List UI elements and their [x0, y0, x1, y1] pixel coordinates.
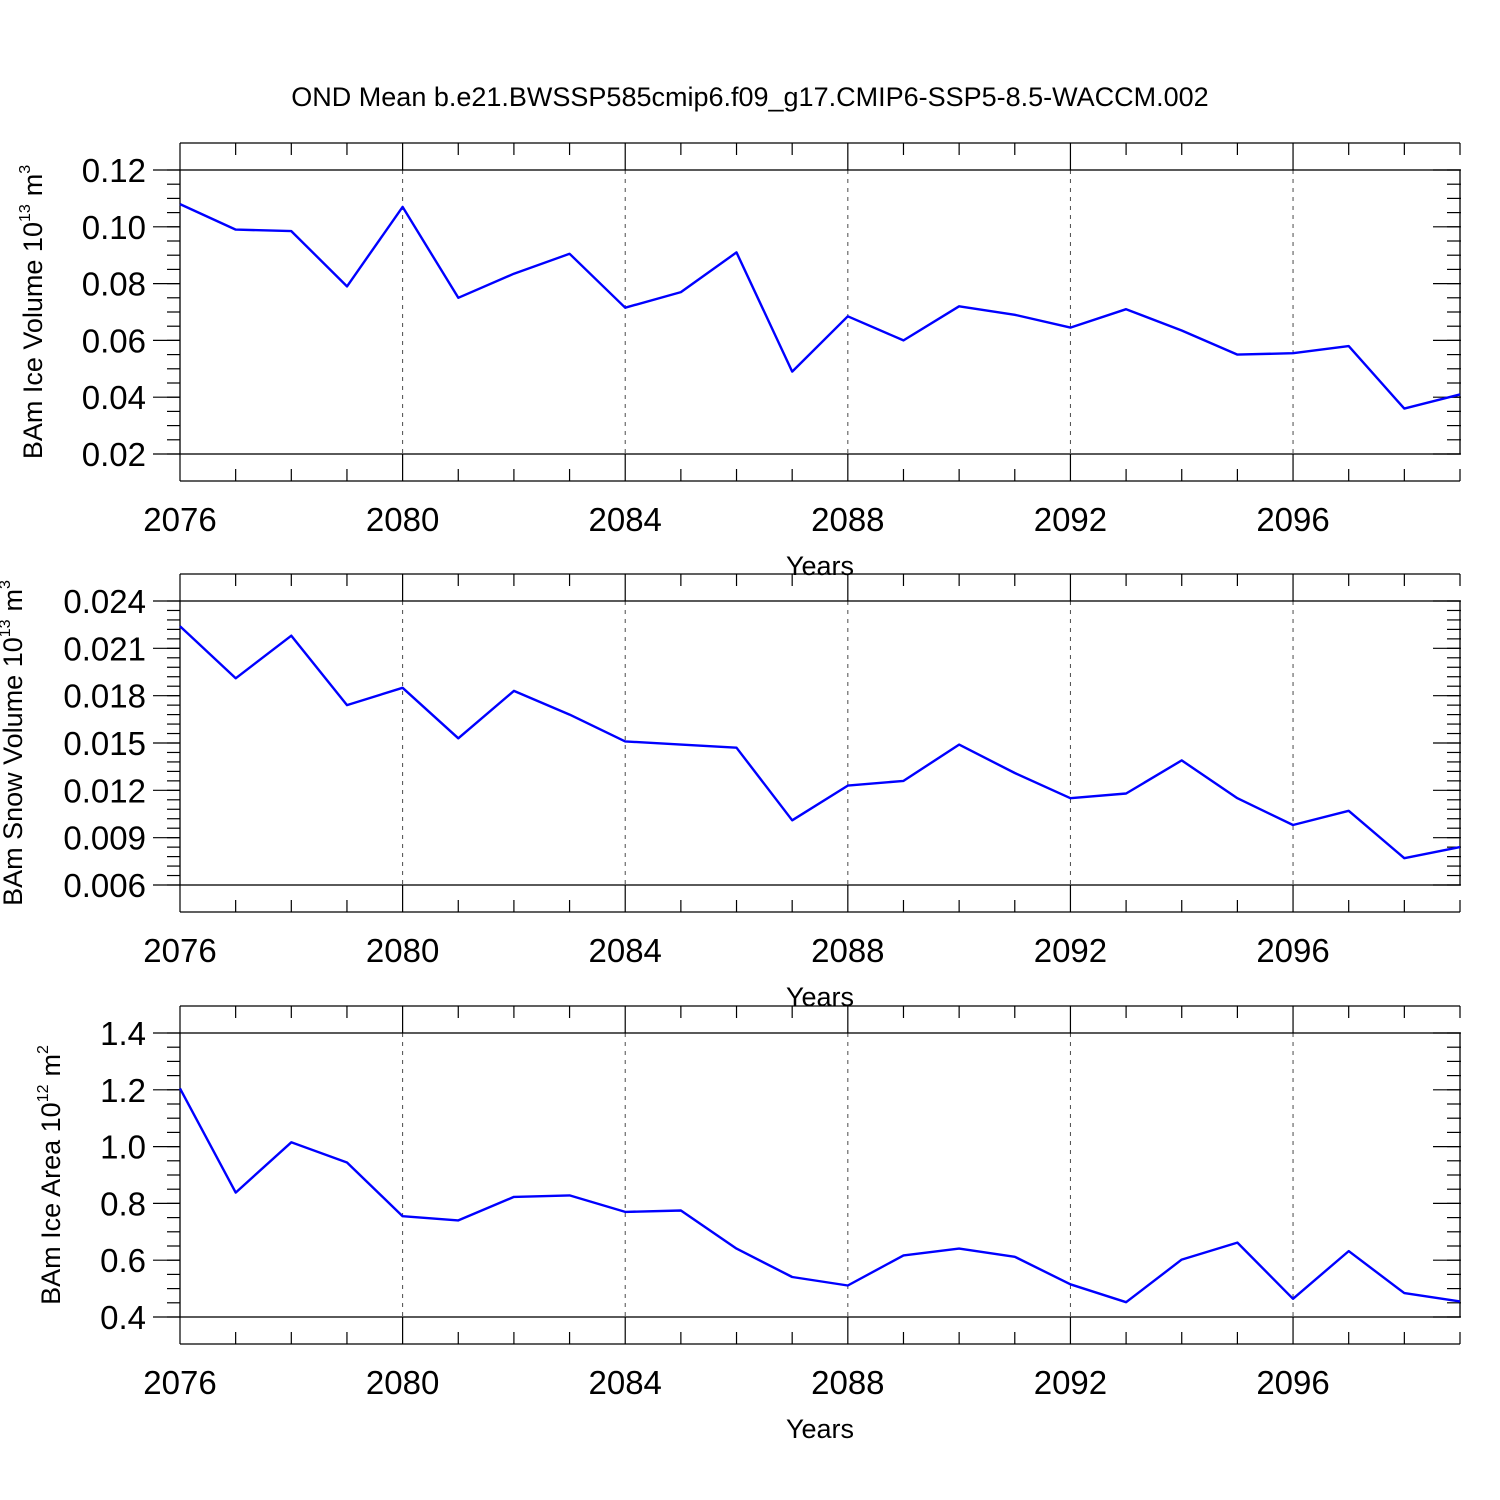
- y-axis-label-exponent: 12: [35, 1084, 52, 1102]
- x-tick-label: 2076: [143, 1364, 216, 1401]
- y-tick-label: 0.018: [63, 678, 146, 715]
- series-line: [179, 625, 1461, 860]
- y-tick-label: 0.08: [82, 266, 146, 303]
- y-tick-label: 1.4: [100, 1015, 146, 1052]
- y-tick-label: 0.04: [82, 379, 146, 416]
- y-tick-label: 0.10: [82, 209, 146, 246]
- y-tick-label: 0.02: [82, 436, 146, 473]
- x-tick-label: 2084: [589, 932, 662, 969]
- y-tick-label: 0.006: [63, 867, 146, 904]
- y-axis-label-unit-exponent: 2: [35, 1045, 52, 1054]
- x-tick-label: 2084: [589, 501, 662, 538]
- y-tick-label: 1.0: [100, 1129, 146, 1166]
- panel-1: 2076 2080 2084 2088 2092 2096 0.02 0.04 0.06 0.08…: [17, 142, 1461, 581]
- y-tick-label: 0.024: [63, 583, 146, 620]
- y-axis-label-base: BAm Snow Volume 10: [0, 637, 28, 906]
- x-tick-label: 2092: [1034, 932, 1107, 969]
- series-line: [179, 203, 1461, 410]
- chart-title: OND Mean b.e21.BWSSP585cmip6.f09_g17.CMI…: [291, 82, 1208, 112]
- x-tick-label: 2088: [811, 1364, 884, 1401]
- y-axis-label-unit-exponent: 3: [17, 165, 34, 174]
- y-axis-label: BAm Ice Volume 1013 m3: [17, 165, 48, 459]
- y-axis-label: BAm Ice Area 1012 m2: [35, 1045, 66, 1305]
- x-tick-label: 2092: [1034, 501, 1107, 538]
- x-tick-label: 2084: [589, 1364, 662, 1401]
- plot-frame: [179, 169, 1461, 455]
- x-axis-label: Years: [786, 1414, 854, 1444]
- y-axis-label-unit: m: [18, 174, 48, 197]
- x-tick-label: 2088: [811, 501, 884, 538]
- y-axis-label-unit: m: [0, 589, 28, 612]
- x-tick-label: 2096: [1256, 1364, 1329, 1401]
- y-axis-label-base: BAm Ice Area 10: [36, 1102, 66, 1305]
- panel-3: 2076 2080 2084 2088 2092 2096 0.4 0.6 0.8 1.0 1.2 1…: [35, 1005, 1461, 1444]
- y-tick-label: 0.8: [100, 1185, 146, 1222]
- x-tick-label: 2080: [366, 932, 439, 969]
- x-tick-label: 2088: [811, 932, 884, 969]
- y-axis-label-text: BAm Snow Volume 1013 m3: [0, 580, 28, 906]
- y-tick-label: 0.6: [100, 1242, 146, 1279]
- y-tick-label: 0.012: [63, 772, 146, 809]
- series-line: [178, 1087, 1461, 1304]
- y-tick-label: 0.021: [63, 630, 146, 667]
- x-tick-label: 2096: [1256, 932, 1329, 969]
- y-tick-label: 0.4: [100, 1299, 146, 1336]
- x-tick-label: 2096: [1256, 501, 1329, 538]
- y-axis-label-base: BAm Ice Volume 10: [18, 222, 48, 459]
- x-axis-label: Years: [786, 982, 854, 1012]
- panels: 2076 2080 2084 2088 2092 2096 0.02 0.04 0.06 0.08…: [0, 142, 1461, 1444]
- y-tick-label: 1.2: [100, 1072, 146, 1109]
- y-axis-label-exponent: 13: [17, 204, 34, 222]
- y-axis-label: BAm Snow Volume 1013 m3: [0, 580, 28, 906]
- x-axis-label: Years: [786, 551, 854, 581]
- x-tick-label: 2076: [143, 932, 216, 969]
- y-axis-label-unit-exponent: 3: [0, 580, 14, 589]
- y-axis-label-text: BAm Ice Area 1012 m2: [35, 1045, 66, 1305]
- x-tick-label: 2092: [1034, 1364, 1107, 1401]
- x-tick-label: 2080: [366, 501, 439, 538]
- y-tick-label: 0.12: [82, 152, 146, 189]
- y-axis-label-text: BAm Ice Volume 1013 m3: [17, 165, 48, 459]
- y-tick-label: 0.06: [82, 322, 146, 359]
- y-tick-label: 0.009: [63, 820, 146, 857]
- y-axis-label-unit: m: [36, 1054, 66, 1077]
- x-tick-label: 2080: [366, 1364, 439, 1401]
- y-tick-label: 0.015: [63, 725, 146, 762]
- panel-2: 2076 2080 2084 2088 2092 2096 0.006 0.009 0.012 0…: [0, 573, 1461, 1012]
- plot-frame: [179, 600, 1461, 886]
- x-tick-label: 2076: [143, 501, 216, 538]
- y-axis-label-exponent: 13: [0, 619, 14, 637]
